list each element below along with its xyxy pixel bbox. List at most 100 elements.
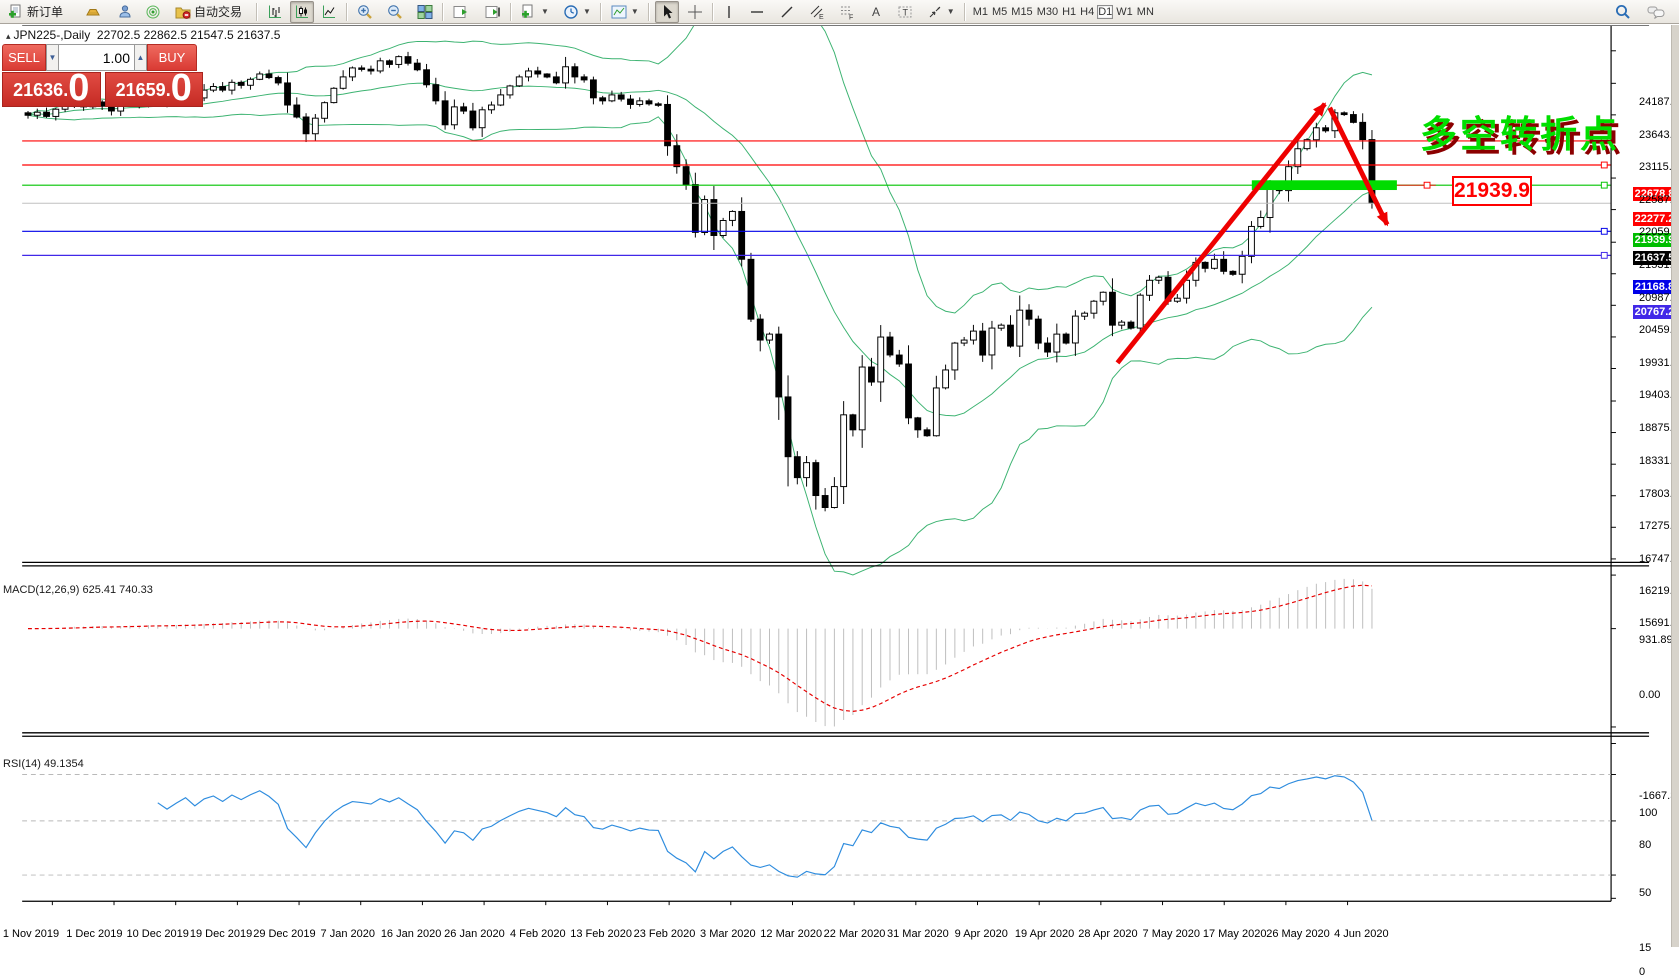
chart-shift-button[interactable]: [481, 1, 505, 23]
arrow-objects-icon: [927, 4, 943, 20]
add-indicator-icon: [521, 4, 537, 20]
trend-arrow[interactable]: [1115, 102, 1327, 365]
line-drag-handle[interactable]: [1600, 227, 1608, 235]
arrows-button[interactable]: ▼: [923, 1, 959, 23]
crosshair-button[interactable]: [683, 1, 707, 23]
signals-button[interactable]: [141, 1, 165, 23]
timeframe-group: M1 M5 M15 M30 H1 H4 D1 W1 MN: [971, 2, 1156, 21]
autotrade-icon: [175, 4, 191, 20]
chevron-down-icon: ▼: [541, 7, 549, 16]
person-icon: [117, 4, 133, 20]
text-icon: A: [869, 4, 883, 20]
auto-scroll-button[interactable]: [449, 1, 473, 23]
toolbar-separator: [711, 2, 714, 21]
trend-arrow[interactable]: [1327, 106, 1390, 227]
timeframe-m5-button[interactable]: M5: [992, 6, 1008, 18]
volume-input[interactable]: [59, 44, 134, 71]
chevron-down-icon: ▼: [582, 7, 591, 16]
price-tag-anchor[interactable]: [1423, 181, 1431, 189]
buy-price-button[interactable]: 21659. 0: [104, 67, 203, 109]
search-icon: [1615, 4, 1631, 20]
cursor-button[interactable]: [654, 0, 679, 23]
templates-button[interactable]: ▼: [607, 1, 643, 23]
line-drag-handle[interactable]: [1600, 251, 1608, 259]
timeframe-d1-button[interactable]: D1: [1097, 5, 1114, 19]
text-label-icon: T: [897, 4, 913, 20]
toolbar-separator: [346, 2, 349, 21]
crosshair-icon: [687, 4, 703, 20]
trendline-icon: [779, 4, 795, 20]
svg-text:T: T: [902, 7, 908, 17]
chat-button[interactable]: [1643, 1, 1669, 23]
equidistant-channel-icon: E: [809, 4, 825, 20]
timeframe-m30-button[interactable]: M30: [1036, 6, 1059, 18]
timeframe-m1-button[interactable]: M1: [972, 6, 988, 18]
line-drag-handle[interactable]: [1600, 181, 1608, 189]
macd-signal-line: [28, 584, 1373, 712]
toolbar-separator: [647, 2, 650, 21]
zoom-in-button[interactable]: [353, 1, 377, 23]
chevron-down-icon: ▼: [630, 7, 639, 16]
svg-text:E: E: [819, 14, 824, 20]
volume-increase-button[interactable]: ▲: [134, 44, 147, 71]
macd-histogram: [36, 578, 1373, 727]
support-zone-bar[interactable]: [1251, 180, 1397, 191]
fibonacci-button[interactable]: F: [835, 1, 859, 23]
chat-bubbles-icon: [1647, 4, 1665, 20]
clock-icon: [563, 4, 579, 20]
horizontal-line-icon: [749, 4, 765, 20]
tile-windows-icon: [417, 4, 433, 20]
chevron-down-icon: ▼: [946, 7, 955, 16]
toolbar-separator: [256, 2, 259, 21]
svg-text:F: F: [849, 14, 853, 20]
candlestick-chart-icon: [294, 4, 310, 20]
signal-icon: [145, 4, 161, 20]
timeframe-h1-button[interactable]: H1: [1062, 6, 1077, 18]
autotrade-button[interactable]: 自动交易: [171, 1, 246, 23]
toolbar-separator: [510, 2, 513, 21]
candlesticks[interactable]: [24, 51, 1376, 512]
market-watch-button[interactable]: [81, 1, 105, 23]
indicators-button[interactable]: ▼: [517, 1, 553, 23]
sell-price-main: 21636.: [13, 80, 69, 100]
chart-window[interactable]: ▴ JPN225-,Daily 22702.5 22862.5 21547.5 2…: [0, 25, 1679, 978]
tile-windows-button[interactable]: [413, 1, 437, 23]
timeframe-w1-button[interactable]: W1: [1116, 6, 1133, 18]
bollinger-lower-band: [27, 113, 1373, 576]
horizontal-line-button[interactable]: [745, 1, 769, 23]
search-button[interactable]: [1611, 1, 1635, 23]
trendline-button[interactable]: [775, 1, 799, 23]
line-chart-icon: [321, 4, 337, 20]
line-chart-button[interactable]: [317, 1, 341, 23]
text-label-button[interactable]: T: [893, 1, 917, 23]
data-window-button[interactable]: [113, 1, 137, 23]
timeframe-mn-button[interactable]: MN: [1136, 6, 1154, 18]
sell-price-big-digit: 0: [68, 67, 90, 109]
line-drag-handle[interactable]: [1600, 161, 1608, 169]
toolbar-separator: [963, 2, 966, 21]
chart-shift-icon: [485, 4, 501, 20]
bar-chart-button[interactable]: [263, 1, 287, 23]
timeframe-h4-button[interactable]: H4: [1080, 6, 1095, 18]
timeframe-m15-button[interactable]: M15: [1011, 6, 1033, 18]
vertical-line-icon: [723, 4, 735, 20]
zoom-out-button[interactable]: [383, 1, 407, 23]
line-drag-handle[interactable]: [1600, 137, 1608, 145]
sell-price-button[interactable]: 21636. 0: [2, 67, 101, 109]
sell-button[interactable]: SELL: [2, 44, 46, 71]
text-button[interactable]: A: [865, 1, 887, 23]
periods-button[interactable]: ▼: [559, 1, 595, 23]
chart-canvas[interactable]: [0, 25, 1679, 947]
price-tag-label[interactable]: 21939.9: [1452, 176, 1532, 206]
vertical-line-button[interactable]: [719, 1, 739, 23]
bollinger-middle-band: [27, 82, 1373, 417]
cursor-arrow-icon: [659, 4, 675, 20]
toolbar-separator: [599, 2, 602, 21]
one-click-trading-panel: SELL ▼ ▲ BUY 21636.0 21659.0: [2, 44, 203, 107]
channel-button[interactable]: E: [805, 1, 829, 23]
buy-button[interactable]: BUY: [147, 44, 197, 71]
buy-price-big-digit: 0: [170, 67, 192, 109]
candlestick-chart-button[interactable]: [290, 0, 315, 23]
new-order-button[interactable]: 新订单: [4, 1, 67, 23]
volume-decrease-button[interactable]: ▼: [46, 44, 59, 71]
